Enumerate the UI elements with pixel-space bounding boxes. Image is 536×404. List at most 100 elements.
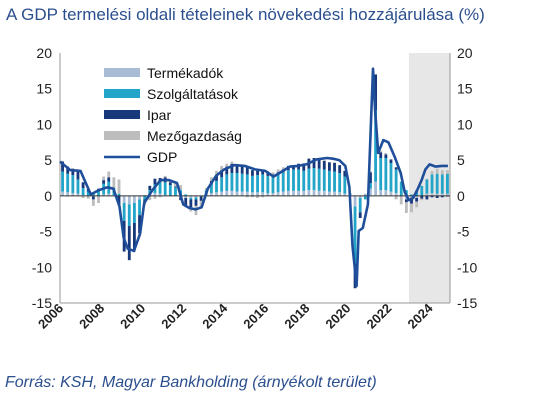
x-tick-label: 2018 (281, 301, 312, 332)
bar-ipar (374, 74, 378, 111)
bar-szolgaltatasok (394, 169, 398, 193)
y-tick-right: 10 (457, 116, 473, 132)
bar-termekadok (281, 191, 285, 196)
bar-termekadok (230, 190, 234, 196)
bar-szolgaltatasok (127, 204, 131, 226)
bar-ipar (148, 185, 152, 191)
bar-szolgaltatasok (138, 199, 141, 216)
bar-szolgaltatasok (440, 174, 444, 194)
bar-termekadok (353, 195, 357, 207)
bar-termekadok (358, 195, 362, 198)
bar-szolgaltatasok (343, 176, 347, 194)
bar-ipar (410, 199, 413, 204)
bar-ipar (138, 215, 141, 233)
bar-mezogazdasag (204, 188, 208, 191)
bar-szolgaltatasok (261, 174, 265, 193)
x-tick-label: 2012 (158, 301, 189, 332)
bar-termekadok (132, 195, 136, 203)
y-tick-right: 20 (457, 45, 473, 61)
bar-szolgaltatasok (235, 173, 239, 192)
bar-mezogazdasag (446, 170, 449, 174)
bar-szolgaltatasok (363, 195, 367, 200)
bar-termekadok (415, 195, 419, 198)
bar-szolgaltatasok (91, 193, 95, 196)
y-tick-right: 0 (457, 188, 465, 204)
bar-szolgaltatasok (435, 173, 439, 194)
bar-ipar (199, 196, 203, 201)
bar-mezogazdasag (174, 182, 177, 187)
bar-szolgaltatasok (307, 168, 311, 191)
chart-title: A GDP termelési oldali tételeinek növeke… (6, 5, 485, 24)
bar-szolgaltatasok (353, 206, 357, 264)
bar-mezogazdasag (384, 153, 388, 155)
bar-termekadok (394, 193, 398, 196)
source-note: Forrás: KSH, Magyar Bankholding (árnyéko… (5, 374, 377, 391)
bar-szolgaltatasok (333, 171, 336, 192)
bar-ipar (338, 165, 342, 173)
bar-szolgaltatasok (322, 169, 326, 191)
bar-termekadok (107, 193, 111, 196)
y-tick-right: 15 (457, 81, 473, 97)
bar-mezogazdasag (251, 195, 254, 198)
bar-szolgaltatasok (245, 174, 249, 192)
bar-termekadok (435, 193, 439, 196)
bar-mezogazdasag (425, 178, 429, 180)
bar-mezogazdasag (112, 177, 116, 188)
bar-szolgaltatasok (132, 203, 136, 223)
legend-swatch (104, 68, 140, 77)
bar-ipar (91, 196, 95, 200)
bar-ipar (132, 223, 136, 251)
bar-ipar (76, 170, 80, 180)
bar-ipar (430, 195, 434, 198)
x-tick-label: 2014 (199, 300, 231, 332)
bar-ipar (220, 170, 224, 178)
bar-mezogazdasag (230, 161, 234, 164)
bar-mezogazdasag (61, 160, 64, 162)
y-tick-left: -15 (32, 295, 52, 311)
bar-szolgaltatasok (122, 203, 126, 221)
bar-termekadok (446, 193, 449, 196)
bar-mezogazdasag (281, 167, 285, 170)
bar-ipar (322, 160, 326, 170)
bar-termekadok (312, 190, 316, 196)
bar-szolgaltatasok (71, 175, 75, 193)
bar-termekadok (369, 188, 372, 196)
bar-ipar (440, 195, 444, 198)
legend-label: Ipar (147, 107, 171, 123)
bar-mezogazdasag (430, 170, 434, 175)
bar-mezogazdasag (410, 203, 413, 213)
bar-ipar (333, 163, 336, 172)
bar-szolgaltatasok (446, 173, 449, 194)
bar-ipar (415, 198, 419, 202)
bar-ipar (384, 154, 388, 158)
bar-ipar (358, 212, 362, 218)
bar-szolgaltatasok (220, 177, 224, 192)
y-tick-right: -5 (457, 224, 470, 240)
bar-termekadok (389, 191, 393, 196)
bar-ipar (153, 178, 157, 185)
bar-mezogazdasag (302, 163, 306, 164)
bar-termekadok (307, 190, 311, 196)
bar-mezogazdasag (158, 195, 162, 198)
bar-mezogazdasag (404, 202, 408, 213)
bar-mezogazdasag (420, 198, 424, 201)
bar-ipar (71, 169, 75, 176)
bar-termekadok (363, 193, 367, 196)
bar-ipar (117, 195, 121, 206)
bar-ipar (240, 165, 244, 174)
bar-mezogazdasag (71, 168, 75, 170)
bar-szolgaltatasok (81, 188, 85, 196)
x-tick-label: 2022 (363, 301, 394, 332)
bar-szolgaltatasok (174, 187, 177, 196)
y-tick-right: -15 (457, 295, 477, 311)
bar-mezogazdasag (220, 165, 224, 171)
bar-szolgaltatasok (425, 179, 429, 194)
bar-ipar (168, 182, 172, 186)
bar-szolgaltatasok (225, 174, 229, 191)
bar-szolgaltatasok (369, 183, 372, 189)
bar-termekadok (225, 190, 229, 196)
bar-termekadok (189, 195, 193, 198)
bar-termekadok (343, 193, 347, 196)
bar-termekadok (286, 190, 290, 196)
